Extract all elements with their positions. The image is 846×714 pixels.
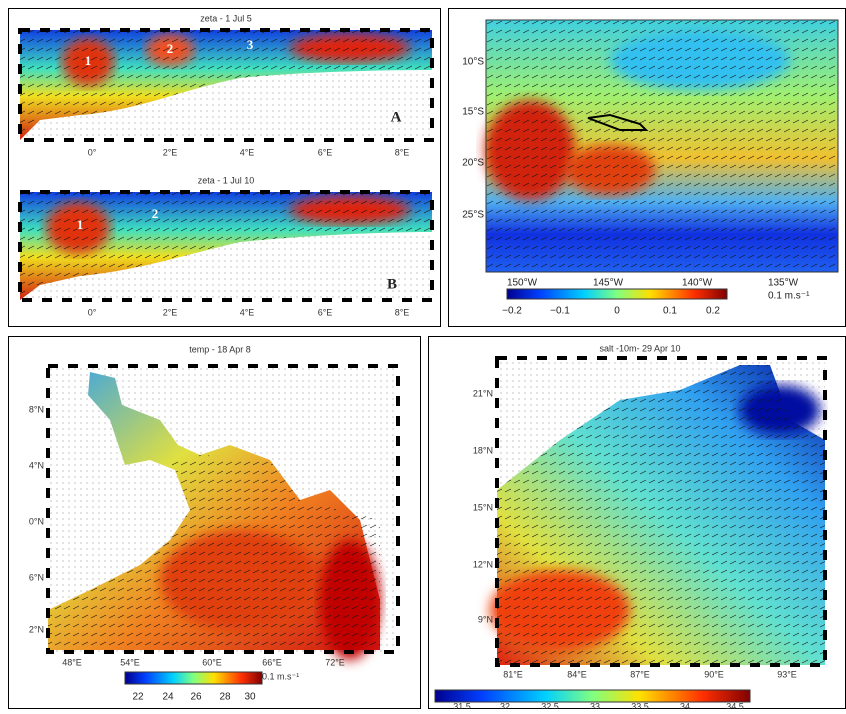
y-tick-label: 20°S xyxy=(462,158,484,169)
colorbar-label: −0.2 xyxy=(502,306,522,317)
x-tick-label: 81°E xyxy=(503,669,523,679)
panel-label: B xyxy=(387,276,397,292)
y-tick-label: 12°N xyxy=(473,559,493,569)
colorbar-label: 22 xyxy=(132,692,144,703)
unit-label: 0.1 m.s⁻¹ xyxy=(262,671,299,681)
map-bay-of-bengal xyxy=(434,356,827,703)
y-tick-label: 25°S xyxy=(462,210,484,221)
map-a xyxy=(18,28,434,142)
eddy-marker: 1 xyxy=(77,217,84,232)
colorbar-label: −0.1 xyxy=(550,306,570,317)
map-title: temp - 18 Apr 8 xyxy=(189,344,251,354)
x-tick-label: 135°W xyxy=(768,278,799,289)
y-tick-label: 9°N xyxy=(478,614,493,624)
map-title: zeta - 1 Jul 5 xyxy=(200,13,252,23)
colorbar-label: 28 xyxy=(219,692,231,703)
map-title: zeta - 1 Jul 10 xyxy=(198,175,255,185)
x-tick-label: 2°E xyxy=(163,307,178,317)
colorbar xyxy=(506,288,728,300)
colorbar-label: 34 xyxy=(680,701,690,709)
x-tick-label: 93°E xyxy=(777,669,797,679)
panel-label: A xyxy=(391,109,402,125)
x-tick-label: 2°E xyxy=(163,147,178,157)
x-tick-label: 72°E xyxy=(325,657,345,667)
map-pacific xyxy=(485,19,839,300)
colorbar-label: 34.5 xyxy=(726,701,744,709)
y-tick-label: 15°N xyxy=(473,502,493,512)
map-arabian-sea xyxy=(46,364,400,685)
y-tick-label: 4°N xyxy=(29,460,44,470)
colorbar-label: 31.5 xyxy=(453,701,471,709)
eddy-marker: 2 xyxy=(167,41,174,56)
y-tick-label: 6°N xyxy=(29,572,44,582)
x-tick-label: 90°E xyxy=(704,669,724,679)
eddy-marker: 1 xyxy=(85,53,92,68)
x-tick-label: 48°E xyxy=(62,657,82,667)
colorbar-label: 24 xyxy=(162,692,174,703)
eddy-marker: 3 xyxy=(247,37,254,52)
map-title: salt -10m- 29 Apr 10 xyxy=(599,343,680,353)
colorbar-label: 33.5 xyxy=(631,701,649,709)
x-tick-label: 8°E xyxy=(395,147,410,157)
colorbar-label: 32.5 xyxy=(541,701,559,709)
colorbar-label: 30 xyxy=(244,692,256,703)
colorbar-label: 0.2 xyxy=(706,306,720,317)
x-tick-label: 150°W xyxy=(507,278,538,289)
x-tick-label: 84°E xyxy=(567,669,587,679)
y-tick-label: 0°N xyxy=(29,516,44,526)
colorbar-label: 0.1 xyxy=(663,306,677,317)
colorbar-label: 26 xyxy=(190,692,202,703)
y-tick-label: 21°N xyxy=(473,388,493,398)
x-tick-label: 4°E xyxy=(240,147,255,157)
x-tick-label: 87°E xyxy=(630,669,650,679)
x-tick-label: 0° xyxy=(88,307,97,317)
unit-label: 0.1 m.s⁻¹ xyxy=(768,291,810,302)
colorbar-label: 33 xyxy=(590,701,600,709)
map-b xyxy=(18,190,434,302)
y-tick-label: 2°N xyxy=(29,624,44,634)
x-tick-label: 145°W xyxy=(593,278,624,289)
y-tick-label: 18°N xyxy=(473,445,493,455)
colorbar xyxy=(434,689,751,703)
y-tick-label: 15°S xyxy=(462,107,484,118)
colorbar-label: 32 xyxy=(500,701,510,709)
x-tick-label: 66°E xyxy=(262,657,282,667)
y-tick-label: 10°S xyxy=(462,57,484,68)
x-tick-label: 54°E xyxy=(120,657,140,667)
x-tick-label: 6°E xyxy=(318,307,333,317)
x-tick-label: 8°E xyxy=(395,307,410,317)
x-tick-label: 6°E xyxy=(318,147,333,157)
y-tick-label: 8°N xyxy=(29,404,44,414)
x-tick-label: 140°W xyxy=(682,278,713,289)
x-tick-label: 60°E xyxy=(202,657,222,667)
colorbar xyxy=(124,671,263,685)
x-tick-label: 0° xyxy=(88,147,97,157)
x-tick-label: 4°E xyxy=(240,307,255,317)
colorbar-label: 0 xyxy=(614,306,620,317)
eddy-marker: 2 xyxy=(152,206,159,221)
